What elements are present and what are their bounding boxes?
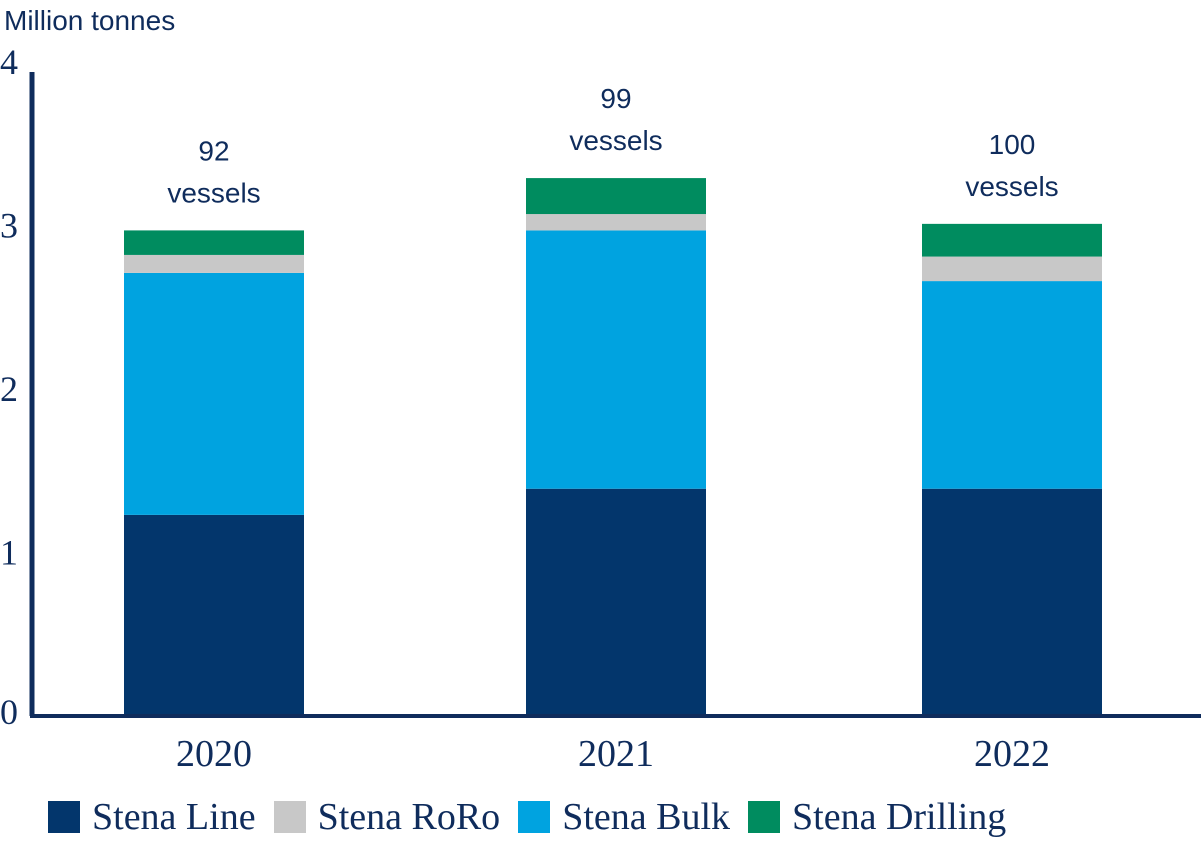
bar-stena-roro-2021 <box>526 214 706 231</box>
legend-item-stena-drilling: Stena Drilling <box>748 795 1006 839</box>
legend: Stena Line Stena RoRo Stena Bulk Stena D… <box>48 795 1024 839</box>
bar-stena-roro-2020 <box>124 254 304 273</box>
y-tick-label: 1 <box>0 533 18 573</box>
legend-swatch-stena-drilling <box>748 801 781 833</box>
stacked-bar-chart: Million tonnes 0 1 2 3 4 92 vessels 99 vessels 1… <box>0 5 1201 775</box>
bar-stena-drilling-2020 <box>124 230 304 255</box>
bars <box>124 178 1102 716</box>
legend-item-stena-line: Stena Line <box>48 795 256 839</box>
bar-stena-bulk-2021 <box>526 230 706 489</box>
legend-label-stena-line: Stena Line <box>92 796 256 838</box>
x-tick-label: 2022 <box>974 733 1050 775</box>
legend-item-stena-bulk: Stena Bulk <box>518 795 730 839</box>
bar-stena-bulk-2022 <box>922 281 1102 489</box>
legend-swatch-stena-line <box>48 801 80 833</box>
bar-stena-roro-2022 <box>922 256 1102 282</box>
y-tick-label: 4 <box>0 42 18 82</box>
bar-annotation-unit: vessels <box>569 125 662 156</box>
bar-annotation-unit: vessels <box>167 177 260 208</box>
y-tick-label: 3 <box>0 206 18 246</box>
y-tick-label: 2 <box>0 369 18 409</box>
bar-stena-line-2021 <box>526 488 706 716</box>
legend-swatch-stena-roro <box>273 801 306 833</box>
legend-swatch-stena-bulk <box>518 801 551 833</box>
y-tick-label: 0 <box>0 692 18 732</box>
legend-label-stena-bulk: Stena Bulk <box>562 796 731 838</box>
legend-label-stena-roro: Stena RoRo <box>317 796 501 838</box>
y-tick-labels: 0 1 2 3 4 <box>0 42 18 732</box>
bar-annotations: 92 vessels 99 vessels 100 vessels <box>167 83 1058 208</box>
bar-annotation-count: 99 <box>600 83 631 114</box>
legend-label-stena-drilling: Stena Drilling <box>792 796 1007 838</box>
x-tick-label: 2020 <box>176 733 252 775</box>
y-axis-label: Million tonnes <box>4 5 175 36</box>
bar-annotation-count: 100 <box>989 129 1036 160</box>
x-tick-labels: 2020 2021 2022 <box>176 733 1050 775</box>
bar-stena-line-2022 <box>922 488 1102 716</box>
bar-annotation-count: 92 <box>198 135 229 166</box>
bar-stena-drilling-2022 <box>922 223 1102 257</box>
bar-stena-drilling-2021 <box>526 178 706 215</box>
legend-item-stena-roro: Stena RoRo <box>273 795 501 839</box>
x-tick-label: 2021 <box>578 733 654 775</box>
bar-stena-line-2020 <box>124 514 304 716</box>
bar-stena-bulk-2020 <box>124 272 304 515</box>
bar-annotation-unit: vessels <box>965 171 1058 202</box>
